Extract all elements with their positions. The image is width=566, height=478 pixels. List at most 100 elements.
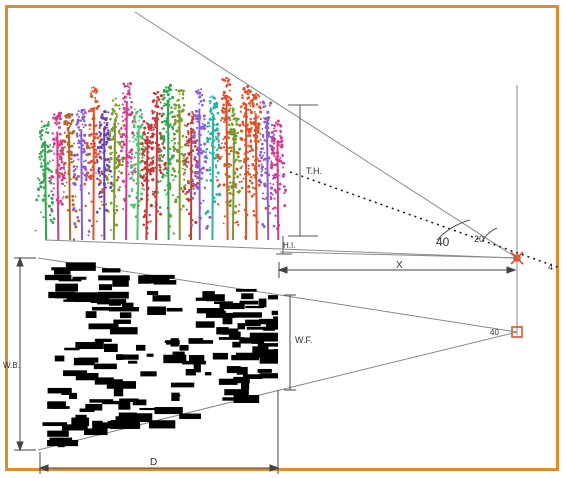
point-cloud-dot bbox=[181, 204, 185, 208]
point-cloud-dot bbox=[183, 178, 186, 181]
point-cloud-dot bbox=[231, 123, 234, 127]
point-cloud-dot bbox=[168, 123, 172, 127]
point-cloud-dot bbox=[126, 84, 129, 88]
scan-blob bbox=[61, 392, 77, 395]
point-cloud-dot bbox=[83, 111, 87, 115]
point-cloud-dot bbox=[270, 161, 274, 165]
point-cloud-dot bbox=[81, 113, 85, 116]
point-cloud-dot bbox=[127, 194, 131, 198]
point-cloud-dot bbox=[271, 151, 275, 155]
tree-trunk bbox=[124, 101, 128, 241]
point-cloud-dot bbox=[84, 168, 88, 171]
point-cloud-dot bbox=[132, 125, 136, 129]
point-cloud-dot bbox=[214, 135, 217, 138]
point-cloud-dot bbox=[109, 145, 112, 149]
scan-blob bbox=[239, 337, 254, 344]
point-cloud-dot bbox=[227, 188, 231, 191]
point-cloud-dot bbox=[229, 104, 232, 107]
point-cloud-dot bbox=[166, 100, 170, 104]
point-cloud-dot bbox=[208, 215, 212, 219]
scan-blob bbox=[98, 275, 130, 281]
scan-blob bbox=[102, 400, 122, 405]
point-cloud-dot bbox=[186, 197, 190, 201]
point-cloud-dot bbox=[77, 158, 80, 161]
point-cloud-dot bbox=[273, 137, 276, 141]
point-cloud-dot bbox=[260, 156, 264, 160]
point-cloud-dot bbox=[103, 149, 106, 153]
point-cloud-dot bbox=[220, 97, 224, 101]
point-cloud-dot bbox=[96, 177, 99, 181]
point-cloud-dot bbox=[90, 200, 93, 203]
point-cloud-dot bbox=[47, 194, 51, 197]
point-cloud-dot bbox=[59, 149, 63, 153]
scan-blob bbox=[193, 363, 201, 373]
point-cloud-dot bbox=[127, 113, 131, 116]
point-cloud-dot bbox=[162, 137, 166, 141]
point-cloud-dot bbox=[146, 232, 149, 235]
point-cloud-dot bbox=[98, 130, 101, 134]
point-cloud-dot bbox=[204, 151, 207, 154]
point-cloud-dot bbox=[208, 125, 211, 128]
point-cloud-dot bbox=[251, 93, 255, 97]
tree-trunk bbox=[155, 111, 159, 241]
scan-blob bbox=[111, 420, 135, 429]
point-cloud-dot bbox=[130, 160, 133, 163]
point-cloud-dot bbox=[106, 126, 109, 129]
point-cloud-dot bbox=[123, 199, 127, 203]
point-cloud-dot bbox=[150, 142, 153, 145]
scan-blob bbox=[218, 378, 238, 385]
point-cloud-dot bbox=[149, 203, 153, 208]
point-cloud-dot bbox=[106, 182, 109, 185]
point-cloud-dot bbox=[165, 193, 168, 196]
point-cloud-dot bbox=[241, 130, 244, 133]
point-cloud-dot bbox=[98, 126, 101, 130]
point-cloud-dot bbox=[114, 103, 118, 107]
point-cloud-dot bbox=[77, 118, 80, 121]
point-cloud-dot bbox=[261, 133, 265, 137]
point-cloud-dot bbox=[235, 117, 239, 121]
point-cloud-dot bbox=[172, 178, 175, 182]
point-cloud-dot bbox=[269, 191, 273, 195]
scan-blob bbox=[189, 340, 214, 344]
point-cloud-dot bbox=[118, 107, 121, 110]
point-cloud-dot bbox=[106, 158, 109, 161]
scan-blob bbox=[154, 407, 183, 415]
point-cloud-dot bbox=[136, 157, 139, 160]
point-cloud-dot bbox=[173, 133, 176, 136]
point-cloud-dot bbox=[273, 163, 276, 167]
point-cloud-dot bbox=[182, 167, 184, 170]
point-cloud-dot bbox=[132, 178, 136, 182]
scan-blob bbox=[221, 328, 239, 335]
point-cloud-dot bbox=[230, 132, 234, 136]
point-cloud-dot bbox=[159, 149, 163, 153]
scan-blob bbox=[245, 319, 261, 327]
scan-blob bbox=[236, 366, 248, 375]
point-cloud-dot bbox=[275, 176, 278, 179]
point-cloud-dot bbox=[125, 101, 129, 104]
point-cloud-dot bbox=[87, 192, 91, 195]
point-cloud-dot bbox=[104, 118, 108, 122]
point-cloud-dot bbox=[222, 103, 226, 107]
point-cloud-dot bbox=[222, 138, 225, 141]
point-cloud-dot bbox=[179, 145, 182, 148]
scan-blob bbox=[97, 291, 129, 299]
point-cloud-dot bbox=[57, 153, 60, 156]
point-cloud-dot bbox=[209, 132, 212, 136]
point-cloud-dot bbox=[48, 160, 51, 163]
width-front-dimension bbox=[284, 294, 296, 391]
point-cloud-dot bbox=[163, 168, 166, 171]
point-cloud-dot bbox=[138, 142, 142, 146]
point-cloud-dot bbox=[249, 144, 253, 148]
point-cloud-dot bbox=[223, 121, 226, 124]
point-cloud-dot bbox=[122, 142, 126, 147]
point-cloud-dot bbox=[243, 236, 246, 239]
point-cloud-dot bbox=[94, 155, 98, 159]
scan-blob bbox=[163, 354, 187, 364]
point-cloud-dot bbox=[272, 154, 275, 157]
point-cloud-dot bbox=[133, 203, 137, 207]
point-cloud-dot bbox=[39, 130, 42, 133]
point-cloud-dot bbox=[255, 135, 259, 138]
point-cloud-dot bbox=[171, 95, 175, 100]
point-cloud-dot bbox=[279, 131, 282, 134]
point-cloud-dot bbox=[216, 155, 220, 159]
